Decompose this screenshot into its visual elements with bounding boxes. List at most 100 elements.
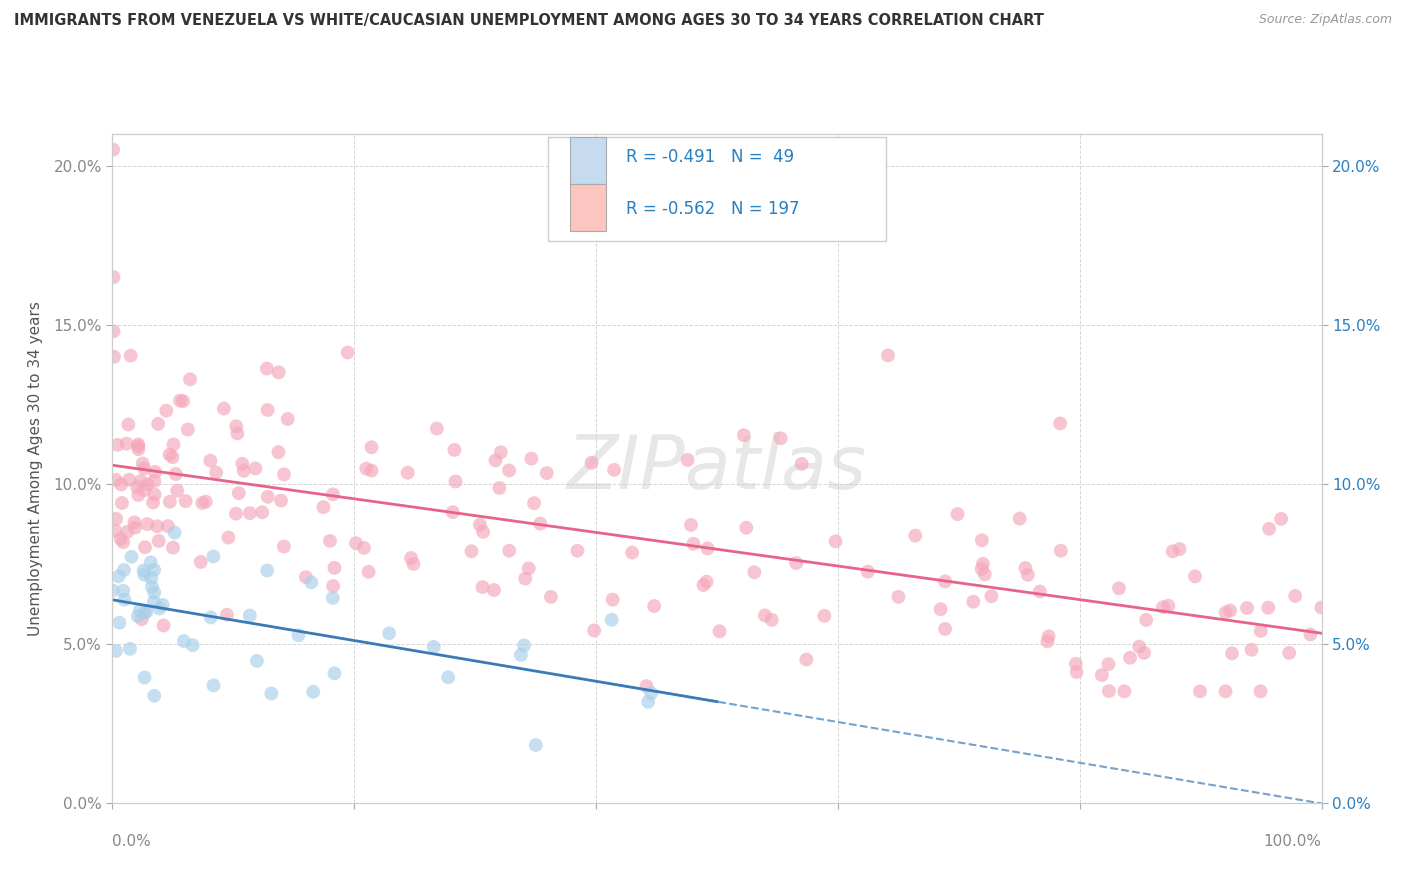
Point [583,624,606,638]
Point [636,679,658,693]
Point [143,563,166,577]
Point [256,361,278,376]
Point [112,583,135,598]
Point [962,595,984,609]
Point [946,507,969,521]
Point [1119,650,1142,665]
Point [156,519,179,533]
Point [118,641,141,656]
Point [1157,599,1180,613]
Point [934,574,956,589]
Point [1114,684,1136,698]
Point [824,534,846,549]
Point [115,436,138,450]
Point [1108,581,1130,595]
Point [1066,665,1088,679]
Point [107,438,129,452]
Point [471,580,494,594]
Point [441,505,464,519]
Point [110,532,132,546]
Point [299,575,322,590]
Point [973,567,995,582]
Point [127,488,149,502]
Point [105,512,128,526]
Point [360,440,382,454]
Point [353,541,375,555]
Point [510,648,533,662]
Point [250,505,273,519]
Point [134,671,156,685]
Point [103,143,125,157]
Point [135,604,157,618]
Point [169,393,191,408]
Point [643,599,665,613]
Point [117,417,139,432]
Point [112,535,135,549]
Point [103,350,125,364]
Point [336,345,359,359]
Point [104,524,127,538]
Point [190,555,212,569]
Point [322,487,344,501]
Point [131,457,153,471]
Text: 100.0%: 100.0% [1264,834,1322,849]
Point [402,557,425,571]
Point [472,524,495,539]
Point [172,394,194,409]
Point [489,445,512,459]
Point [744,566,766,580]
Point [129,474,152,488]
Point [356,461,378,475]
Point [1036,634,1059,648]
Point [174,494,197,508]
Point [1250,624,1272,638]
Point [108,615,131,630]
Point [520,451,543,466]
Point [132,564,155,578]
Point [312,500,335,515]
Point [1250,684,1272,698]
Point [166,483,188,498]
Point [287,628,309,642]
Point [121,549,143,564]
Point [904,529,927,543]
Point [396,466,419,480]
Point [103,324,125,338]
Point [600,613,623,627]
Point [124,516,146,530]
Point [1184,569,1206,583]
Point [460,544,482,558]
Point [1098,684,1121,698]
Point [142,495,165,509]
Point [1310,600,1333,615]
Point [856,565,879,579]
Point [295,570,318,584]
Point [529,516,551,531]
Point [735,521,758,535]
Point [1299,627,1322,641]
Point [1038,629,1060,643]
Point [134,567,156,582]
Point [1161,544,1184,558]
Point [360,464,382,478]
Point [159,494,181,508]
Point [277,412,299,426]
Point [813,608,835,623]
Point [142,595,165,609]
Point [1270,512,1292,526]
Point [323,561,346,575]
Point [733,428,755,442]
Point [200,610,222,624]
Point [104,473,127,487]
Point [246,654,269,668]
Point [357,565,380,579]
Point [679,518,702,533]
Text: 0.0%: 0.0% [112,834,152,849]
Point [523,496,546,510]
Point [181,638,204,652]
Point [1240,642,1263,657]
Point [148,601,170,615]
Point [143,487,166,501]
Point [344,536,367,550]
Point [524,738,547,752]
